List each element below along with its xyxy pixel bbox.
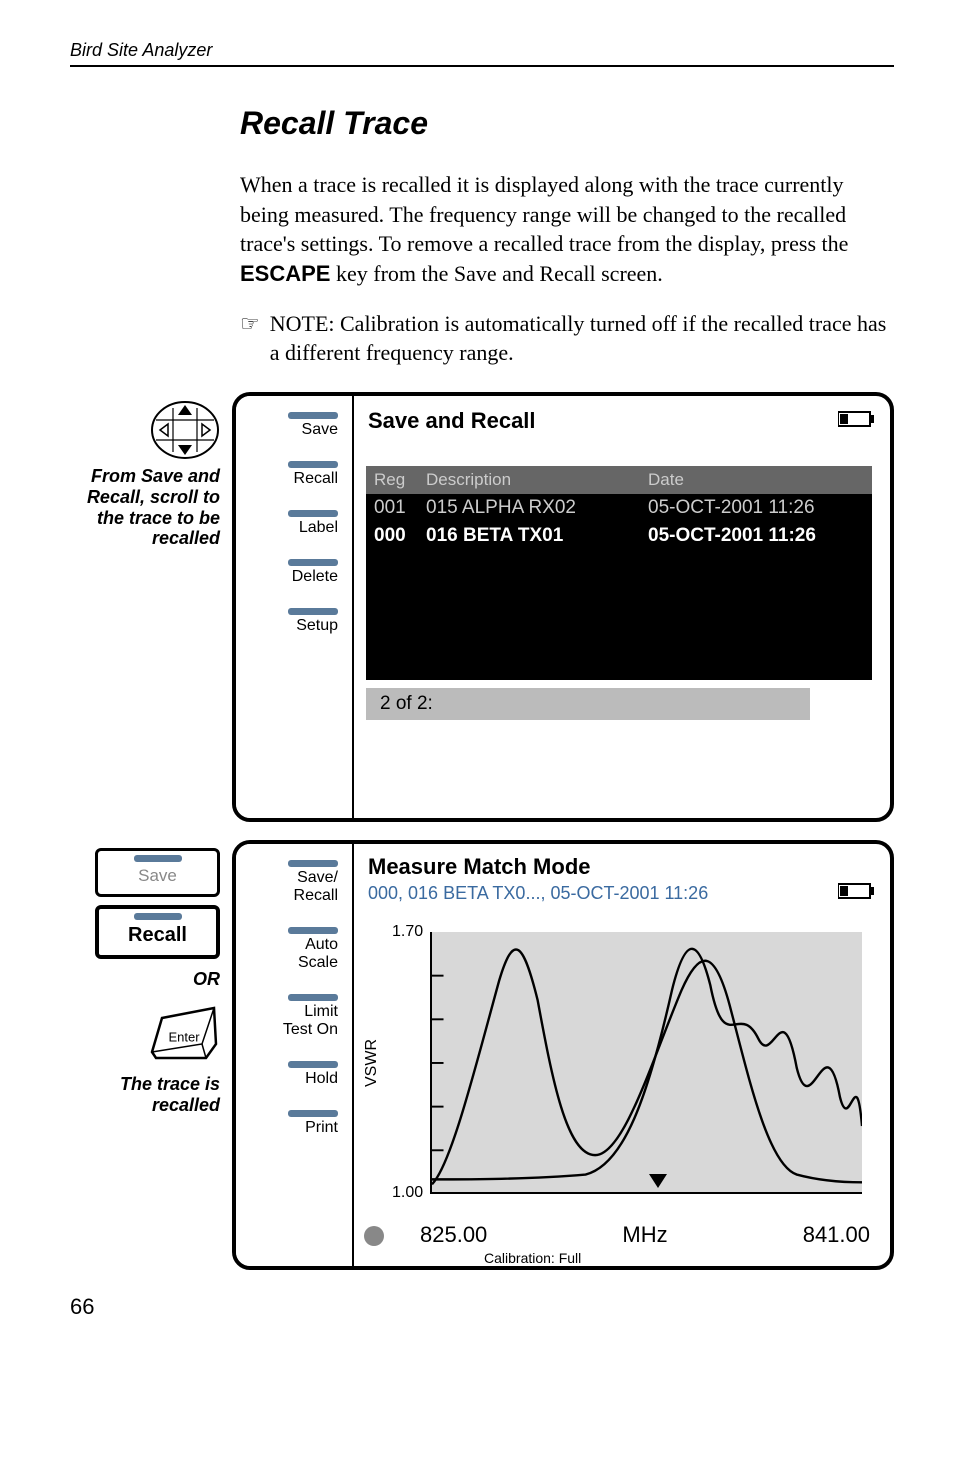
list-header: Reg Description Date <box>366 466 872 494</box>
screen-softkey[interactable]: Auto Scale <box>244 927 344 972</box>
hw-softkey-recall[interactable]: Recall <box>95 905 220 959</box>
doc-header: Bird Site Analyzer <box>70 40 894 61</box>
paragraph-part1: When a trace is recalled it is displayed… <box>240 172 848 256</box>
screen-softkey[interactable]: Limit Test On <box>244 994 344 1039</box>
battery-icon-2 <box>838 882 876 905</box>
col-reg: Reg <box>366 466 418 494</box>
status-dot <box>364 1226 384 1246</box>
body-paragraph: When a trace is recalled it is displayed… <box>240 170 894 289</box>
screen-softkey[interactable]: Delete <box>244 559 344 586</box>
hw-softkey-save-label: Save <box>98 866 217 886</box>
annotation-1: From Save and Recall, scroll to the trac… <box>70 466 220 549</box>
dpad-icon <box>150 400 220 460</box>
escape-key-name: ESCAPE <box>240 261 330 286</box>
paragraph-part2: key from the Save and Recall screen. <box>330 261 662 286</box>
mm-subtitle: 000, 016 BETA TX0..., 05-OCT-2001 11:26 <box>368 883 708 904</box>
trace-list-row[interactable]: 000016 BETA TX0105-OCT-2001 11:26 <box>366 522 872 550</box>
enter-key[interactable]: Enter <box>148 1004 220 1062</box>
col-date: Date <box>640 466 872 494</box>
chart-ylabel: VSWR <box>363 1039 381 1087</box>
trace-list-row[interactable]: 001015 ALPHA RX0205-OCT-2001 11:26 <box>366 494 872 522</box>
sr-title: Save and Recall <box>368 408 536 434</box>
calibration-status: Calibration: Full <box>484 1250 581 1266</box>
mm-title: Measure Match Mode <box>368 854 591 880</box>
plot-area <box>430 932 862 1194</box>
x-mid: MHz <box>622 1222 667 1248</box>
x-left: 825.00 <box>420 1222 487 1248</box>
list-count: 2 of 2: <box>366 688 810 720</box>
x-right: 841.00 <box>803 1222 870 1248</box>
screen-softkey[interactable]: Hold <box>244 1061 344 1088</box>
screen-softkey[interactable]: Label <box>244 510 344 537</box>
measure-match-screen: Save/ Recall Auto Scale Limit Test On Hold P… <box>232 840 894 1270</box>
note-text: NOTE: Calibration is automatically turne… <box>270 309 894 368</box>
vswr-chart: VSWR 1.70 1.00 <box>374 924 870 1202</box>
ytick-bot: 1.00 <box>392 1184 423 1202</box>
hw-softkey-recall-label: Recall <box>99 924 216 947</box>
ytick-top: 1.70 <box>392 923 423 941</box>
screen-softkey[interactable]: Print <box>244 1110 344 1137</box>
battery-icon <box>838 408 876 434</box>
screen-softkey[interactable]: Save/ Recall <box>244 860 344 905</box>
screen-softkey[interactable]: Save <box>244 412 344 439</box>
annotation-or: OR <box>193 969 220 990</box>
save-recall-screen: Save Recall Label Delete Setup Save and Reca… <box>232 392 894 822</box>
header-rule <box>70 65 894 67</box>
enter-key-label: Enter <box>168 1030 199 1045</box>
section-title: Recall Trace <box>240 105 894 142</box>
hw-softkey-save[interactable]: Save <box>95 848 220 897</box>
page-number: 66 <box>70 1294 894 1320</box>
col-desc: Description <box>418 466 640 494</box>
screen-softkey[interactable]: Setup <box>244 608 344 635</box>
marker-icon <box>649 1174 667 1188</box>
trace-list: Reg Description Date 001015 ALPHA RX0205… <box>366 466 872 680</box>
screen-softkey[interactable]: Recall <box>244 461 344 488</box>
note-icon: ☞ <box>240 309 260 368</box>
annotation-2: The trace is recalled <box>70 1074 220 1115</box>
